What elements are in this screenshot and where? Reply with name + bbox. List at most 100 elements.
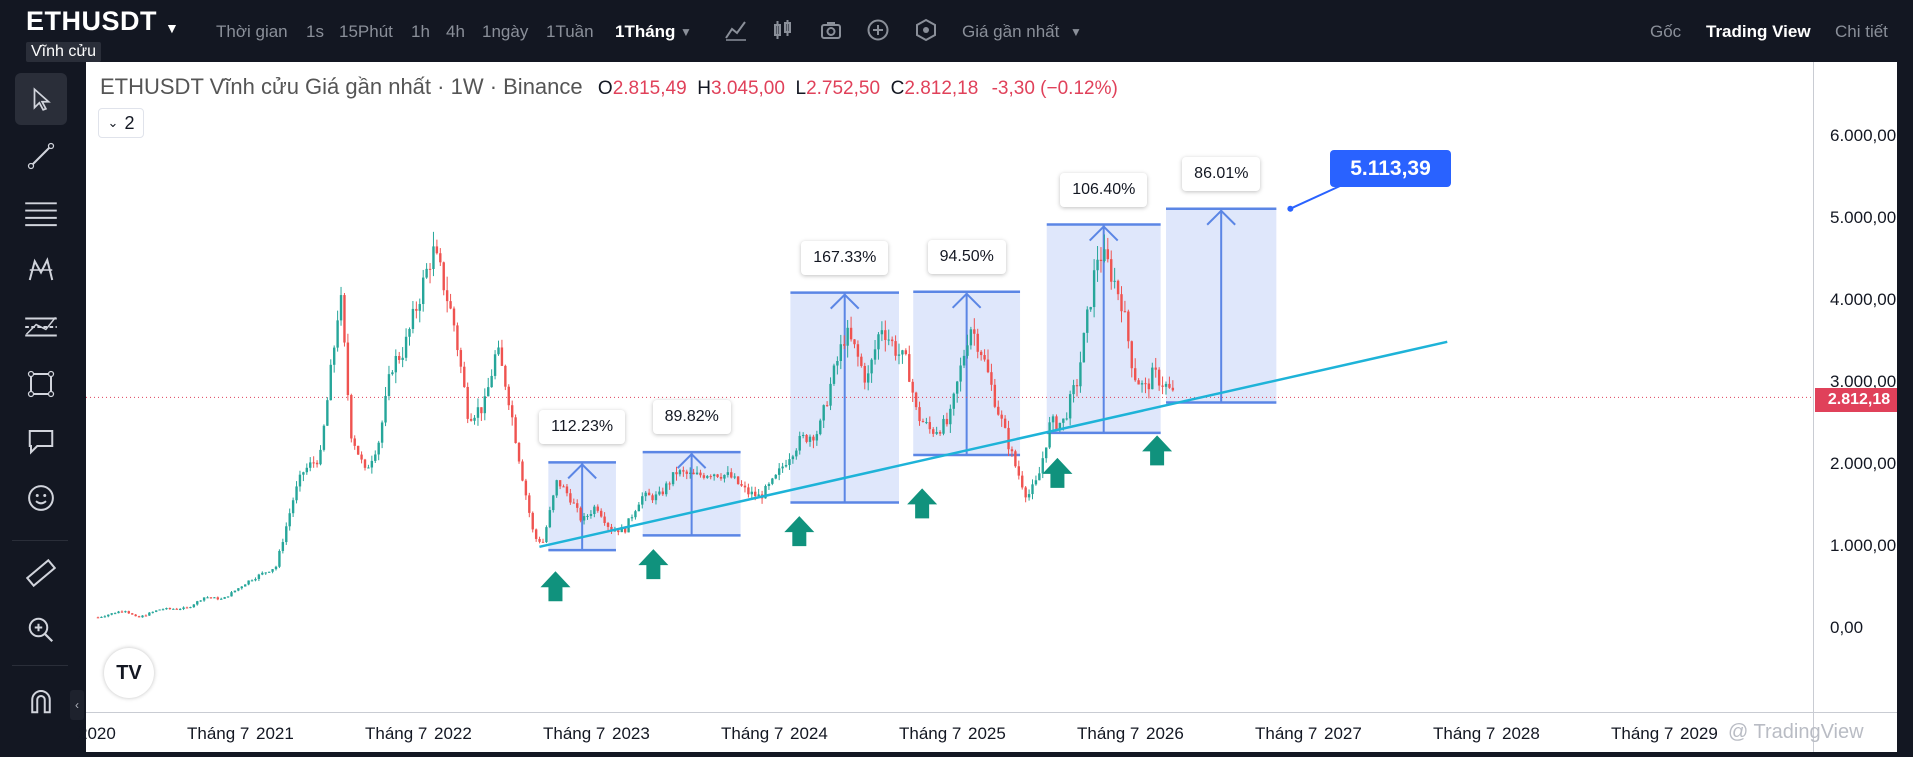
time-tick-label: 2024 — [790, 724, 828, 743]
price-type-select[interactable]: Giá gần nhất — [962, 22, 1060, 41]
time-tick-label: Tháng 7 — [543, 724, 606, 743]
cursor-tool[interactable] — [15, 73, 67, 125]
measure-percent-label: 89.82% — [652, 400, 731, 435]
smiley-icon — [28, 485, 54, 511]
measure-percent-label: 167.33% — [801, 240, 889, 275]
time-tick-label: 2023 — [612, 724, 650, 743]
time-tick-label: 2020 — [78, 724, 116, 743]
tf-4h[interactable]: 4h — [446, 22, 465, 41]
watermark: @ TradingView — [1728, 721, 1864, 743]
pattern-icon — [28, 257, 54, 281]
price-tick-label: 4.000,00 — [1830, 290, 1897, 309]
measure-percent-label: 112.23% — [539, 410, 626, 445]
add-indicator-icon[interactable] — [866, 18, 890, 47]
tf-1m[interactable]: 1Tháng — [615, 22, 676, 41]
chevron-down-icon: ⌄ — [107, 115, 119, 130]
time-tick-label: Tháng 7 — [187, 724, 250, 743]
legend-high: 3.045,00 — [710, 78, 785, 99]
legend-c-label: C — [890, 78, 905, 99]
time-tick-label: 2025 — [968, 724, 1006, 743]
legend-open: 2.815,49 — [612, 78, 687, 99]
cursor-icon — [33, 87, 51, 111]
magnet-tool[interactable] — [15, 675, 67, 727]
zoom-in-icon — [28, 617, 54, 643]
legend-o-label: O — [597, 78, 613, 99]
time-tick-label: Tháng 7 — [721, 724, 784, 743]
tf-1d[interactable]: 1ngày — [482, 22, 529, 41]
price-tick-label: 1.000,00 — [1830, 536, 1897, 555]
tf-dropdown-icon[interactable]: ▼ — [680, 25, 692, 39]
time-tick-label: Tháng 7 — [899, 724, 962, 743]
top-toolbar: ETHUSDT ▼ Vĩnh cửu Thời gian 1s 15Phút 1… — [0, 0, 1913, 62]
right-edge-bar — [1897, 62, 1913, 757]
tf-1h[interactable]: 1h — [411, 22, 430, 41]
symbol-title[interactable]: ETHUSDT — [26, 6, 157, 36]
price-tick-label: 5.000,00 — [1830, 208, 1897, 227]
time-tick-label: Tháng 7 — [365, 724, 428, 743]
horizontal-lines-icon — [25, 202, 57, 227]
price-tick-label: 0,00 — [1830, 618, 1864, 637]
view-tradingview[interactable]: Trading View — [1706, 22, 1811, 41]
price-tick-label: 2.000,00 — [1830, 454, 1897, 473]
time-tick-label: 2028 — [1502, 724, 1540, 743]
rectangle-tool[interactable] — [15, 358, 67, 410]
indicator-count: 2 — [124, 112, 135, 133]
legend-low: 2.752,50 — [806, 78, 881, 99]
symbol-contract-type: Vĩnh cửu — [26, 42, 101, 62]
collapse-toolbar-icon[interactable]: ‹ — [70, 690, 84, 720]
horizontal-lines-tool[interactable] — [15, 187, 67, 239]
time-tick-label: 2021 — [256, 724, 294, 743]
tf-1w[interactable]: 1Tuần — [546, 22, 594, 41]
comment-tool[interactable] — [15, 415, 67, 467]
time-tick-label: Tháng 7 — [1077, 724, 1140, 743]
measure-percent-label: 94.50% — [927, 239, 1006, 274]
legend-close: 2.812,18 — [904, 78, 979, 99]
time-axis-divider — [86, 712, 1897, 713]
time-tick-label: Tháng 7 — [1611, 724, 1674, 743]
ruler-icon — [26, 558, 56, 588]
measure-percent-label: 106.40% — [1060, 172, 1148, 207]
legend-change: -3,30 (−0.12%) — [991, 78, 1118, 99]
camera-icon[interactable] — [819, 18, 843, 47]
symbol-dropdown-icon[interactable]: ▼ — [165, 20, 179, 36]
last-price-tag: 2.812,18 — [1815, 388, 1903, 412]
candles-icon[interactable] — [771, 18, 795, 47]
zoom-tool[interactable] — [15, 604, 67, 656]
time-tick-label: 2022 — [434, 724, 472, 743]
pattern-tool[interactable] — [15, 244, 67, 296]
price-tick-label: 6.000,00 — [1830, 126, 1897, 145]
toolbar-divider — [12, 665, 68, 666]
ruler-tool[interactable] — [15, 547, 67, 599]
toolbar-divider — [12, 540, 68, 541]
price-tick-label: 3.000,00 — [1830, 372, 1897, 391]
tf-1s[interactable]: 1s — [306, 22, 324, 41]
view-details[interactable]: Chi tiết — [1835, 22, 1888, 41]
chart-type-icon[interactable] — [724, 18, 748, 47]
target-price-label[interactable]: 5.113,39 — [1330, 150, 1451, 187]
legend-l-label: L — [795, 78, 807, 99]
trendline-tool[interactable] — [15, 130, 67, 182]
emoji-tool[interactable] — [15, 472, 67, 524]
fib-tool[interactable] — [15, 301, 67, 353]
measure-percent-label: 86.01% — [1182, 156, 1261, 191]
time-tick-label: 2027 — [1324, 724, 1362, 743]
indicators-collapse-button[interactable]: ⌄ 2 — [98, 108, 144, 138]
price-axis-divider — [1813, 62, 1814, 752]
rectangle-icon — [27, 370, 55, 398]
comment-icon — [28, 430, 54, 455]
trendline-icon — [27, 142, 55, 170]
tf-15m[interactable]: 15Phút — [339, 22, 393, 41]
legend-h-label: H — [697, 78, 711, 99]
drawing-toolbar — [0, 62, 80, 757]
tradingview-logo-icon[interactable]: TV — [104, 648, 154, 698]
time-tick-label: 2026 — [1146, 724, 1184, 743]
legend-title: ETHUSDT Vĩnh cửu Giá gần nhất · 1W · Bin… — [100, 74, 583, 99]
chart-area[interactable] — [86, 62, 1897, 752]
time-tick-label: Tháng 7 — [1433, 724, 1496, 743]
view-original[interactable]: Gốc — [1650, 22, 1682, 41]
settings-hex-icon[interactable] — [914, 18, 938, 47]
tf-time[interactable]: Thời gian — [216, 22, 288, 41]
chart-legend: ETHUSDT Vĩnh cửu Giá gần nhất · 1W · Bin… — [100, 74, 1118, 100]
fib-icon — [25, 316, 57, 337]
price-type-dropdown-icon[interactable]: ▼ — [1070, 25, 1082, 39]
